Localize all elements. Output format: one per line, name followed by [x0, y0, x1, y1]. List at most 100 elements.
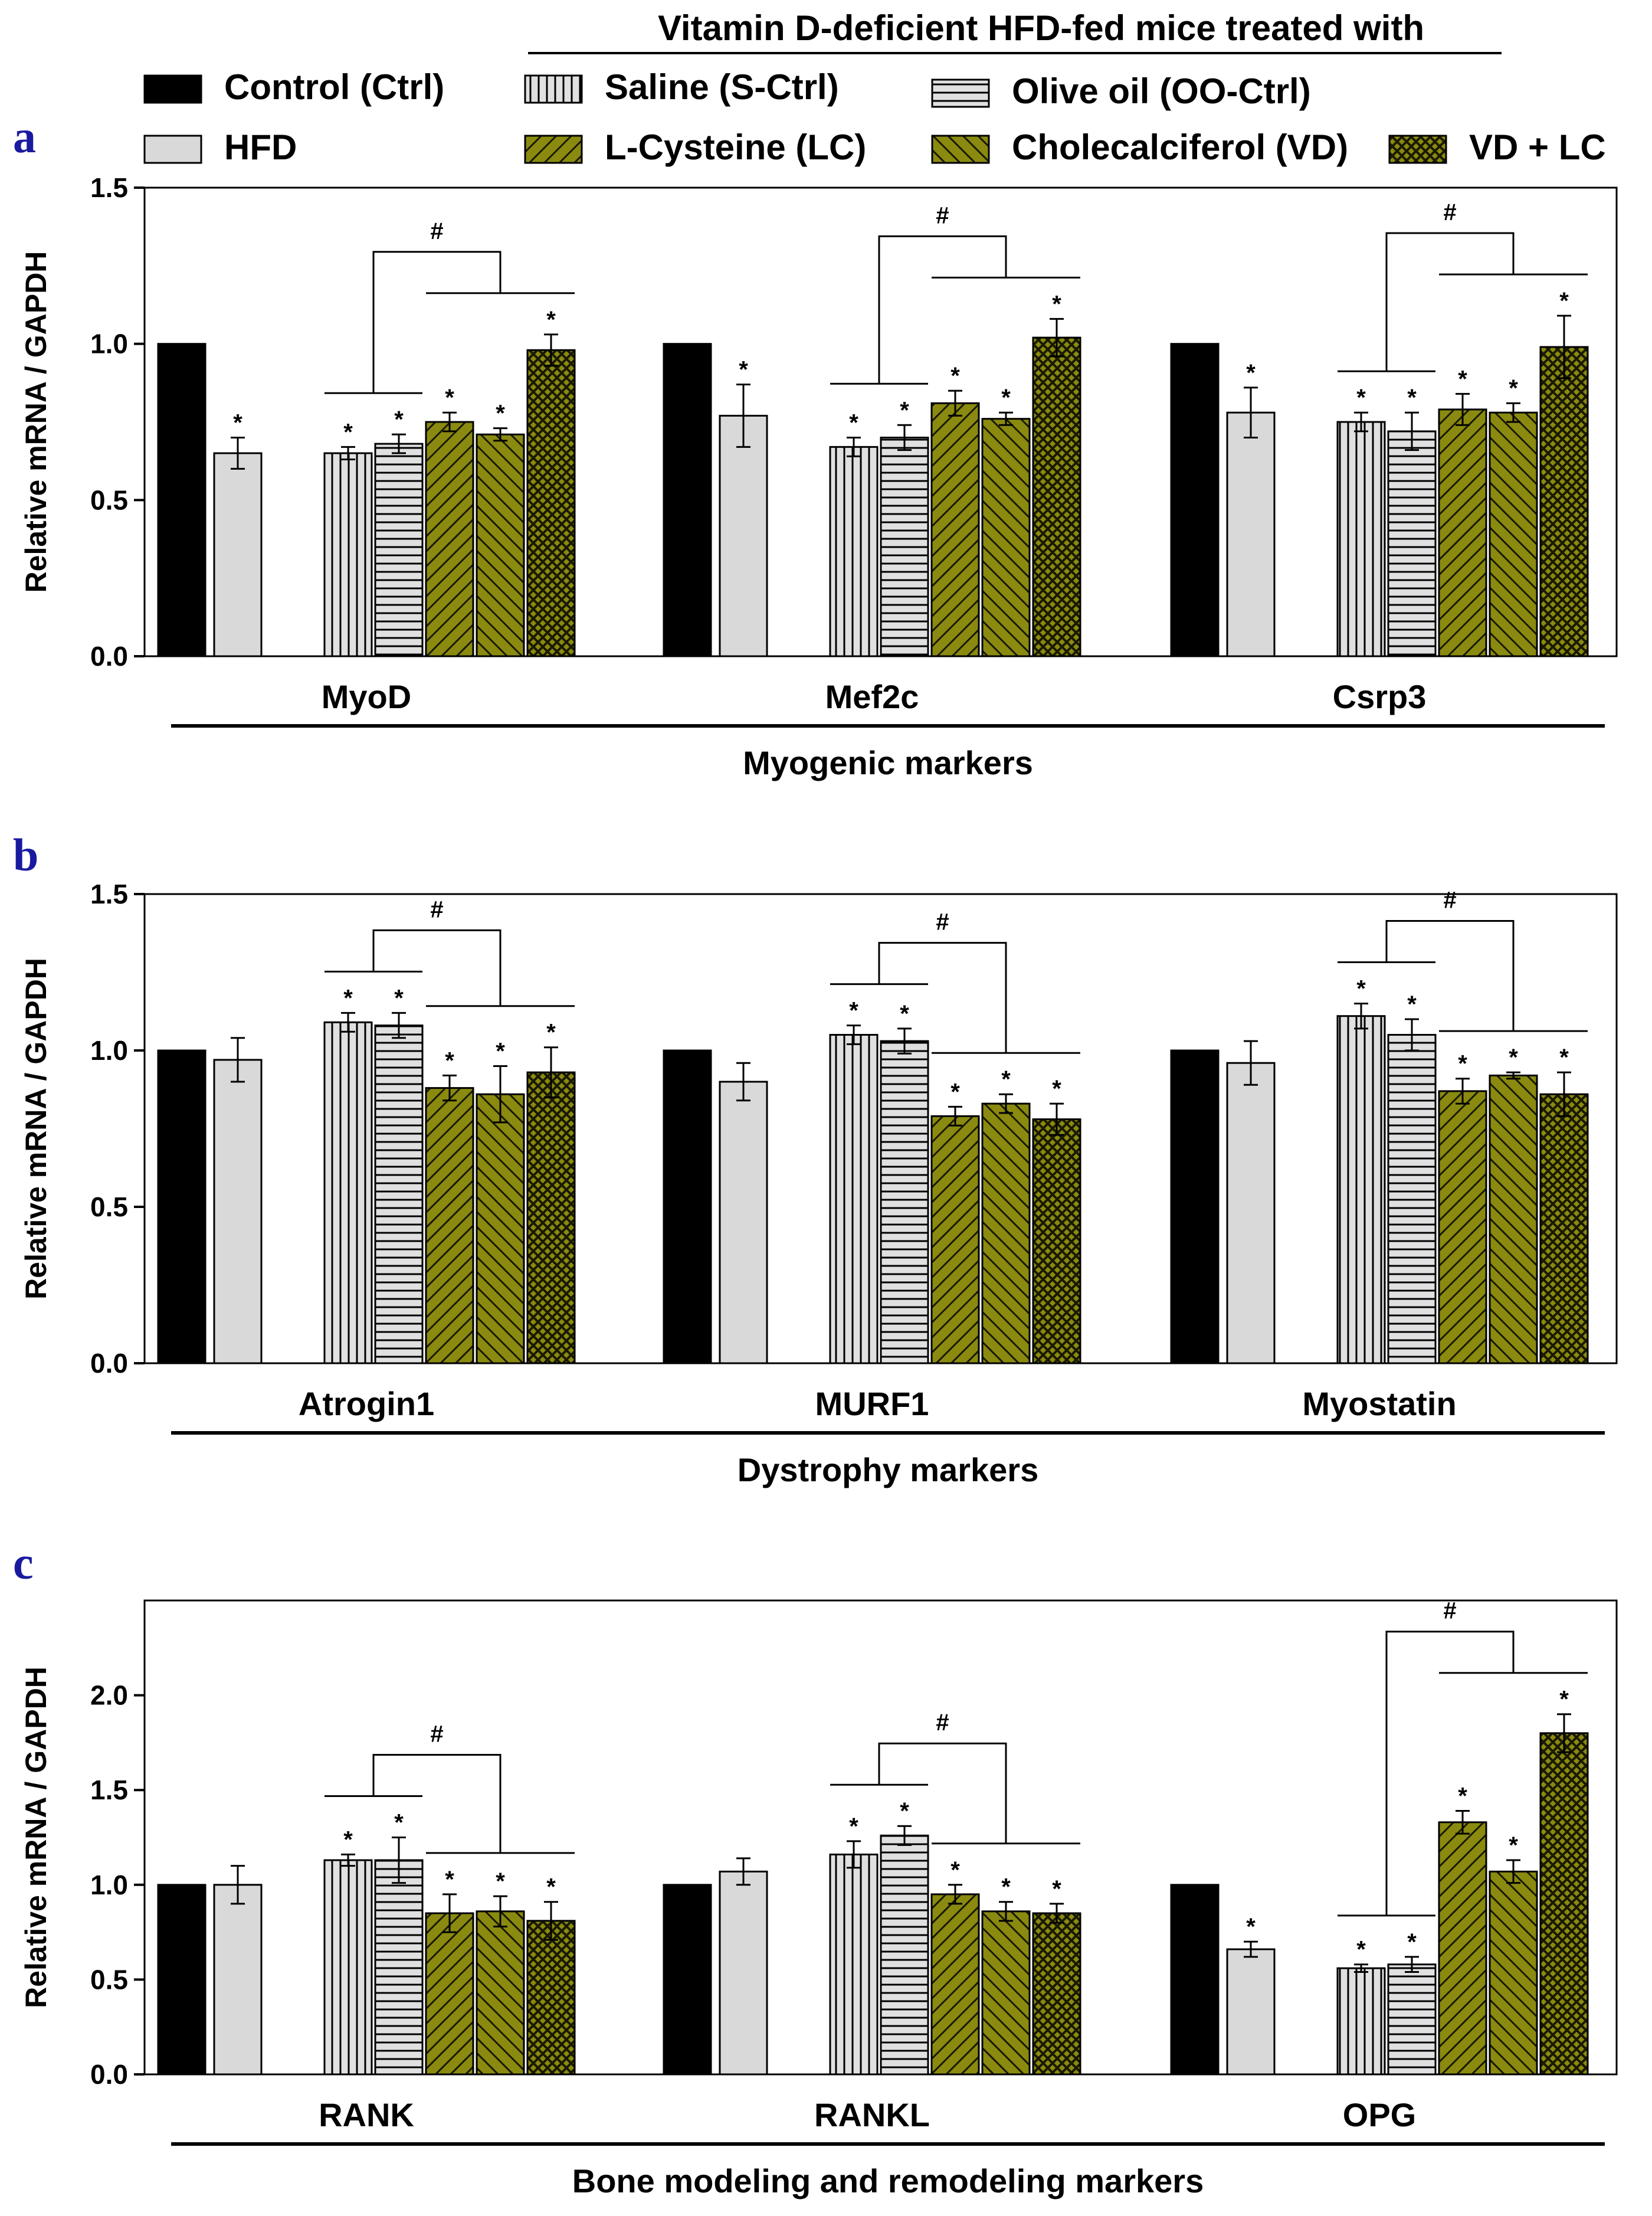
bar — [213, 1059, 263, 1364]
legend-label-ooctrl: Olive oil (OO-Ctrl) — [1012, 71, 1311, 111]
significance-bracket: # — [1338, 1598, 1588, 1917]
bar — [374, 443, 424, 657]
significance-star: * — [496, 1039, 505, 1065]
bar — [1226, 1062, 1276, 1364]
significance-hash: # — [430, 896, 443, 922]
legend-label-ctrl: Control (Ctrl) — [224, 67, 444, 107]
bar — [829, 1034, 879, 1364]
significance-star: * — [1246, 360, 1256, 386]
legend-header: Vitamin D-deficient HFD-fed mice treated… — [658, 8, 1424, 48]
bar — [663, 343, 712, 657]
significance-hash: # — [1443, 888, 1456, 914]
category-group-rank: * * * * * # — [157, 1721, 576, 2076]
significance-star: * — [1356, 385, 1366, 411]
category-group-myostatin: * * * * * # — [1170, 888, 1589, 1364]
bar — [981, 1910, 1031, 2076]
legend-swatch-vd — [931, 135, 990, 164]
significance-star: * — [950, 363, 960, 389]
bar — [930, 1893, 980, 2076]
significance-bracket: # — [324, 218, 575, 394]
significance-star: * — [1001, 385, 1011, 411]
bracket-line — [1385, 232, 1515, 372]
bracket-line — [878, 1742, 1007, 1844]
significance-hash: # — [430, 1721, 443, 1747]
y-axis-label: Relative mRNA / GAPDH — [19, 251, 53, 593]
legend-swatch-hfd — [143, 135, 202, 164]
legend-swatch-ooctrl — [931, 78, 990, 108]
significance-star: * — [1407, 1929, 1417, 1955]
bracket-line — [878, 235, 1007, 384]
legend-label-hfd: HFD — [224, 127, 297, 167]
significance-star: * — [849, 410, 858, 436]
significance-star: * — [343, 1827, 353, 1852]
significance-star: * — [1356, 976, 1366, 1002]
bracket-line — [372, 929, 502, 1006]
bar — [829, 446, 879, 657]
bar — [323, 1021, 373, 1364]
bar — [157, 1884, 206, 2076]
legend-label-lc: L-Cysteine (LC) — [605, 127, 866, 167]
significance-star: * — [900, 1798, 909, 1824]
significance-star: * — [1052, 1076, 1061, 1102]
bar — [1539, 346, 1589, 657]
significance-star: * — [343, 985, 353, 1011]
significance-star: * — [1458, 1783, 1467, 1809]
category-label: RANKL — [814, 2096, 930, 2133]
significance-hash: # — [936, 909, 949, 935]
bar — [1387, 1034, 1437, 1364]
bar — [425, 1912, 474, 2076]
significance-star: * — [394, 1810, 404, 1836]
category-label: Csrp3 — [1333, 678, 1427, 715]
legend-label-sctrl: Saline (S-Ctrl) — [605, 67, 839, 107]
category-label: Myostatin — [1302, 1385, 1456, 1422]
panel-label: c — [13, 1537, 34, 1589]
category-label: OPG — [1343, 2096, 1416, 2133]
category-group-atrogin1: * * * * * # — [157, 896, 576, 1364]
significance-star: * — [343, 419, 353, 445]
y-tick-label: 1.0 — [90, 329, 128, 359]
bar — [1438, 1090, 1487, 1364]
category-group-csrp3: * * * * * * # — [1170, 199, 1589, 657]
bracket-line — [1385, 920, 1515, 1032]
bar — [1032, 336, 1081, 657]
significance-hash: # — [936, 1710, 949, 1736]
y-tick-label: 0.5 — [90, 1964, 128, 1995]
category-label: MURF1 — [815, 1385, 929, 1422]
significance-star: * — [546, 1020, 556, 1046]
bar — [1170, 1884, 1220, 2076]
bar — [663, 1884, 712, 2076]
panel-label: a — [13, 111, 36, 162]
significance-star: * — [496, 401, 505, 427]
group-label: Myogenic markers — [743, 744, 1033, 781]
significance-star: * — [1458, 1051, 1467, 1077]
bar — [719, 1870, 768, 2076]
bar — [663, 1049, 712, 1364]
bar — [1032, 1912, 1081, 2076]
y-tick-label: 0.0 — [90, 2059, 128, 2090]
y-axis-label: Relative mRNA / GAPDH — [19, 958, 53, 1300]
significance-star: * — [496, 1868, 505, 1894]
significance-star: * — [1001, 1874, 1011, 1900]
y-tick-label: 0.5 — [90, 1192, 128, 1222]
bar — [1438, 1821, 1487, 2076]
bracket-line — [878, 942, 1007, 1053]
significance-star: * — [1559, 1045, 1569, 1071]
significance-star: * — [1509, 1832, 1518, 1858]
category-label: Mef2c — [825, 678, 919, 715]
bracket-line — [372, 1754, 502, 1853]
legend-swatch-lc — [524, 135, 583, 164]
legend-swatch-vdlc — [1388, 135, 1447, 164]
significance-star: * — [233, 410, 242, 436]
bar — [880, 1040, 929, 1364]
significance-star: * — [1246, 1914, 1256, 1940]
significance-star: * — [950, 1079, 960, 1105]
y-tick-label: 0.0 — [90, 641, 128, 672]
significance-star: * — [1509, 375, 1518, 401]
bar — [157, 343, 206, 657]
significance-star: * — [950, 1857, 960, 1883]
bar — [1170, 343, 1220, 657]
significance-star: * — [1407, 385, 1417, 411]
